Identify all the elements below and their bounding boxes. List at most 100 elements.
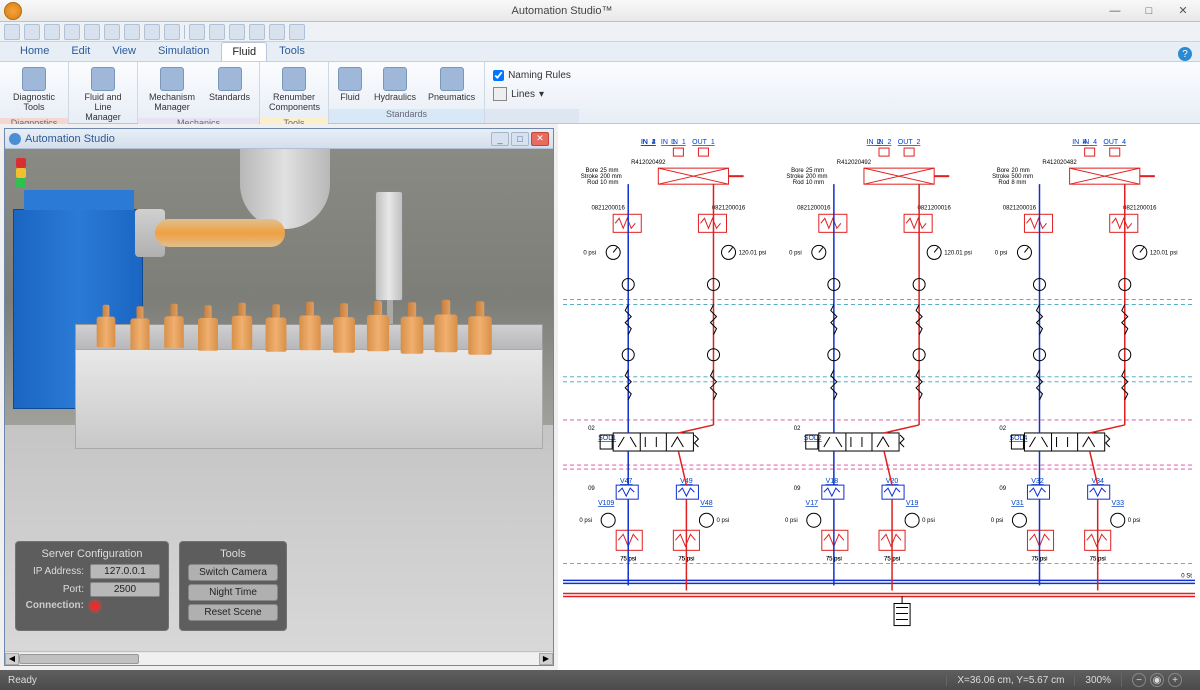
quick-access-toolbar (0, 22, 1200, 42)
svg-text:OUT_2: OUT_2 (898, 139, 921, 146)
help-icon[interactable]: ? (1178, 47, 1192, 61)
svg-text:120.01 psi: 120.01 psi (739, 250, 767, 256)
ribbon-standards[interactable]: Standards (204, 64, 255, 106)
qat-sim-stop-icon[interactable] (229, 24, 245, 40)
svg-text:09: 09 (794, 486, 801, 492)
ribbon-fluid-and-line-manager[interactable]: Fluid and Line Manager (73, 64, 133, 126)
tab-edit[interactable]: Edit (61, 42, 100, 61)
qat-sim-step-icon[interactable] (249, 24, 265, 40)
svg-text:V19: V19 (906, 500, 919, 507)
app-title: Automation Studio™ (26, 5, 1098, 17)
titlebar: Automation Studio™ — □ ✕ (0, 0, 1200, 22)
connection-status-icon (90, 601, 100, 611)
svg-text:0 psi: 0 psi (789, 250, 802, 256)
svg-text:02: 02 (794, 426, 801, 432)
qat-paste-icon[interactable] (144, 24, 160, 40)
naming-rules-checkbox[interactable]: Naming Rules (489, 68, 575, 83)
svg-text:0 St: 0 St (1181, 573, 1192, 579)
qat-copy-icon[interactable] (124, 24, 140, 40)
menu-tabs: HomeEditViewSimulationFluidTools ? (0, 42, 1200, 62)
status-coords: X=36.06 cm, Y=5.67 cm (946, 675, 1074, 686)
scroll-thumb[interactable] (19, 654, 139, 664)
scroll-left-icon[interactable]: ◀ (5, 653, 19, 665)
tab-tools[interactable]: Tools (269, 42, 315, 61)
svg-text:R412020492: R412020492 (837, 160, 872, 166)
svg-text:0 psi: 0 psi (716, 518, 729, 524)
svg-text:IN_1: IN_1 (671, 139, 686, 146)
svg-text:09: 09 (588, 486, 595, 492)
3d-min-button[interactable]: _ (491, 132, 509, 146)
3d-window-icon (9, 133, 21, 145)
qat-open-icon[interactable] (24, 24, 40, 40)
svg-text:0 psi: 0 psi (579, 518, 592, 524)
lines-dropdown[interactable]: Lines ▾ (489, 85, 548, 103)
minimize-button[interactable]: — (1098, 1, 1132, 21)
svg-text:0 psi: 0 psi (1128, 518, 1141, 524)
svg-text:0821200016: 0821200016 (712, 205, 746, 211)
svg-text:Rod: Rod (587, 180, 598, 186)
close-button[interactable]: ✕ (1166, 1, 1200, 21)
zoom-fit-button[interactable]: ◉ (1150, 673, 1164, 687)
svg-text:V109: V109 (598, 500, 614, 507)
tab-simulation[interactable]: Simulation (148, 42, 219, 61)
svg-text:02: 02 (588, 426, 595, 432)
3d-scene[interactable]: Server Configuration IP Address:127.0.0.… (5, 149, 553, 651)
ribbon: Diagnostic ToolsDiagnosticsFluid and Lin… (0, 62, 1200, 124)
zoom-out-button[interactable]: − (1132, 673, 1146, 687)
night-time-button[interactable]: Night Time (188, 584, 278, 601)
server-config-heading: Server Configuration (24, 548, 160, 560)
qat-new-icon[interactable] (4, 24, 20, 40)
workspace: Automation Studio _ □ ✕ (0, 124, 1200, 670)
qat-cut-icon[interactable] (104, 24, 120, 40)
svg-text:10 mm: 10 mm (600, 180, 618, 186)
qat-extra2-icon[interactable] (289, 24, 305, 40)
svg-text:09: 09 (999, 486, 1006, 492)
app-logo-icon (4, 2, 22, 20)
tools-panel: Tools Switch Camera Night Time Reset Sce… (179, 541, 287, 631)
svg-text:V48: V48 (700, 500, 713, 507)
ip-address-field[interactable]: 127.0.0.1 (90, 564, 160, 579)
tab-fluid[interactable]: Fluid (221, 42, 267, 61)
svg-text:Rod: Rod (793, 180, 804, 186)
port-field[interactable]: 2500 (90, 582, 160, 597)
svg-text:0 psi: 0 psi (785, 518, 798, 524)
svg-text:IN_4: IN_4 (1082, 139, 1097, 146)
3d-close-button[interactable]: ✕ (531, 132, 549, 146)
reset-scene-button[interactable]: Reset Scene (188, 604, 278, 621)
svg-text:V31: V31 (1011, 500, 1024, 507)
ribbon-pneumatics[interactable]: Pneumatics (423, 64, 480, 106)
tab-home[interactable]: Home (10, 42, 59, 61)
ribbon-fluid[interactable]: Fluid (333, 64, 367, 106)
3d-window-header[interactable]: Automation Studio _ □ ✕ (5, 129, 553, 149)
switch-camera-button[interactable]: Switch Camera (188, 564, 278, 581)
qat-print-icon[interactable] (164, 24, 180, 40)
svg-text:10 mm: 10 mm (806, 180, 824, 186)
svg-text:R412020492: R412020492 (631, 160, 666, 166)
3d-window: Automation Studio _ □ ✕ (4, 128, 554, 666)
maximize-button[interactable]: □ (1132, 1, 1166, 21)
qat-sim-play-icon[interactable] (189, 24, 205, 40)
ribbon-hydraulics[interactable]: Hydraulics (369, 64, 421, 106)
3d-window-title: Automation Studio (25, 133, 115, 145)
ribbon-diagnostic-tools[interactable]: Diagnostic Tools (4, 64, 64, 116)
left-pane: Automation Studio _ □ ✕ (0, 124, 558, 670)
svg-text:V17: V17 (806, 500, 819, 507)
scroll-right-icon[interactable]: ▶ (539, 653, 553, 665)
qat-save-icon[interactable] (44, 24, 60, 40)
status-ready: Ready (8, 675, 37, 686)
svg-text:OUT_1: OUT_1 (692, 139, 715, 146)
schematic-canvas[interactable]: 0 StIN_1IN_1OUT_1R412020492Bore25 mmStro… (558, 124, 1200, 670)
qat-sim-pause-icon[interactable] (209, 24, 225, 40)
3d-hscrollbar[interactable]: ◀ ▶ (5, 651, 553, 665)
qat-undo-icon[interactable] (64, 24, 80, 40)
svg-text:0 psi: 0 psi (991, 518, 1004, 524)
3d-max-button[interactable]: □ (511, 132, 529, 146)
tab-view[interactable]: View (102, 42, 146, 61)
svg-text:R412020482: R412020482 (1042, 160, 1077, 166)
qat-redo-icon[interactable] (84, 24, 100, 40)
ribbon-mechanism-manager[interactable]: Mechanism Manager (142, 64, 202, 116)
zoom-in-button[interactable]: + (1168, 673, 1182, 687)
qat-extra-icon[interactable] (269, 24, 285, 40)
svg-text:IN_2: IN_2 (877, 139, 892, 146)
ribbon-renumber-components[interactable]: Renumber Components (264, 64, 324, 116)
